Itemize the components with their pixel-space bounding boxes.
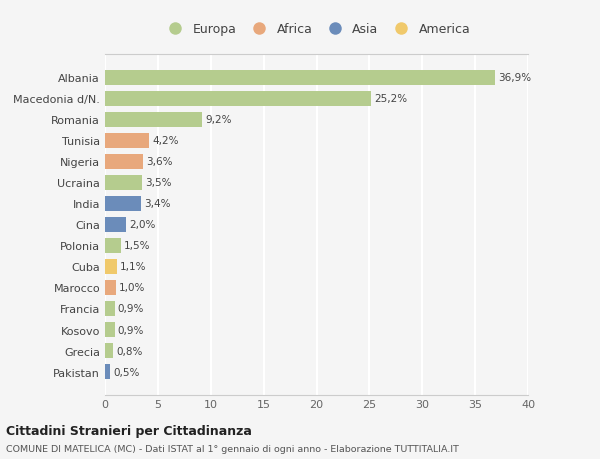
Text: 1,0%: 1,0% (119, 283, 145, 293)
Bar (105, 238, 121, 253)
Bar (105, 112, 202, 128)
Bar (105, 196, 141, 212)
Bar (105, 280, 116, 296)
Text: 9,2%: 9,2% (205, 115, 232, 125)
Text: 36,9%: 36,9% (499, 73, 532, 83)
Text: 0,9%: 0,9% (118, 304, 144, 314)
Bar (105, 218, 126, 232)
Text: 1,1%: 1,1% (120, 262, 146, 272)
Bar (105, 134, 149, 149)
Bar (105, 301, 115, 316)
Bar (105, 154, 143, 169)
Bar (105, 91, 371, 106)
Text: 0,8%: 0,8% (116, 346, 143, 356)
Text: 1,5%: 1,5% (124, 241, 151, 251)
Text: COMUNE DI MATELICA (MC) - Dati ISTAT al 1° gennaio di ogni anno - Elaborazione T: COMUNE DI MATELICA (MC) - Dati ISTAT al … (6, 444, 459, 453)
Text: 25,2%: 25,2% (374, 94, 408, 104)
Legend: Europa, Africa, Asia, America: Europa, Africa, Asia, America (160, 21, 473, 39)
Bar (105, 322, 115, 337)
Bar (105, 364, 110, 379)
Text: 3,5%: 3,5% (145, 178, 172, 188)
Bar (105, 175, 142, 190)
Text: 3,6%: 3,6% (146, 157, 173, 167)
Text: 4,2%: 4,2% (152, 136, 179, 146)
Text: 2,0%: 2,0% (130, 220, 155, 230)
Text: 0,5%: 0,5% (113, 367, 140, 377)
Bar (105, 259, 116, 274)
Text: 3,4%: 3,4% (144, 199, 170, 209)
Text: 0,9%: 0,9% (118, 325, 144, 335)
Bar (105, 343, 113, 358)
Bar (105, 71, 495, 86)
Text: Cittadini Stranieri per Cittadinanza: Cittadini Stranieri per Cittadinanza (6, 424, 252, 437)
